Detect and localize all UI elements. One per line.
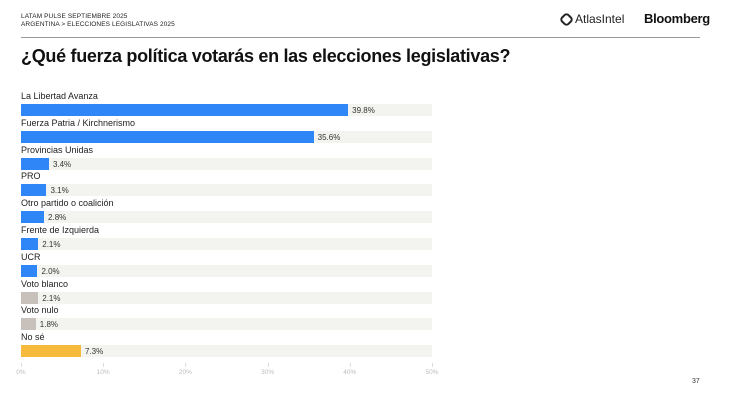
- value-label: 39.8%: [352, 106, 375, 115]
- category-label: No sé: [21, 332, 45, 343]
- tick-mark: [267, 363, 269, 367]
- value-label: 1.8%: [39, 320, 59, 330]
- category-label: Otro partido o coalición: [21, 198, 114, 209]
- bar: [21, 238, 39, 250]
- bar: [21, 345, 81, 358]
- bar-track: [21, 157, 432, 170]
- x-tick-label: 0%: [16, 369, 26, 376]
- bar-track: [21, 318, 432, 331]
- x-tick-label: 40%: [343, 369, 357, 376]
- category-label: Voto blanco: [21, 278, 69, 289]
- value-label: 7.3%: [85, 347, 104, 357]
- page-number: 37: [692, 378, 700, 385]
- header-breadcrumb: ARGENTINA > ELECCIONES LEGISLATIVAS 2025: [21, 21, 175, 28]
- bar: [21, 291, 39, 304]
- value-label: 2.1%: [42, 240, 61, 249]
- category-label: Frente de Izquierda: [21, 225, 100, 235]
- header-survey: LATAM PULSE SEPTIEMBRE 2025: [21, 13, 128, 20]
- bloomberg-logo: Bloomberg: [644, 11, 710, 26]
- bar: [21, 184, 47, 197]
- category-label: Provincias Unidas: [21, 144, 94, 155]
- header-divider: [21, 37, 700, 38]
- value-label: 35.6%: [317, 132, 341, 142]
- bar: [21, 264, 38, 277]
- category-label: UCR: [21, 251, 41, 262]
- category-label: Fuerza Patria / Kirchnerismo: [21, 117, 136, 128]
- x-tick-label: 10%: [96, 369, 110, 376]
- x-tick-label: 20%: [178, 369, 192, 376]
- category-label: La Libertad Avanza: [21, 91, 98, 101]
- bar: [21, 211, 45, 224]
- x-tick-label: 30%: [261, 369, 275, 376]
- atlasintel-logo-text: AtlasIntel: [575, 12, 625, 26]
- value-label: 3.1%: [50, 186, 69, 196]
- x-tick-label: 50%: [425, 369, 439, 376]
- bar: [21, 130, 314, 143]
- bar-track: [21, 264, 432, 277]
- tick-mark: [349, 363, 351, 367]
- bar: [21, 318, 36, 331]
- bar: [21, 157, 49, 170]
- bar-track: [21, 184, 432, 197]
- tick-mark: [103, 363, 105, 367]
- value-label: 3.4%: [52, 159, 72, 169]
- bar-track: [21, 291, 432, 304]
- bar: [21, 104, 349, 116]
- category-label: PRO: [21, 171, 41, 182]
- bar-track: [21, 238, 432, 250]
- bar-track: [21, 345, 432, 358]
- value-label: 2.0%: [41, 266, 60, 276]
- bar-track: [21, 211, 432, 224]
- chart-title: ¿Qué fuerza política votarás en las elec…: [21, 46, 511, 66]
- tick-mark: [21, 363, 22, 367]
- tick-mark: [185, 363, 187, 367]
- atlasintel-logo: AtlasIntel: [558, 11, 625, 27]
- tick-mark: [432, 363, 433, 367]
- category-label: Voto nulo: [21, 305, 59, 316]
- value-label: 2.1%: [42, 293, 61, 303]
- value-label: 2.8%: [48, 213, 67, 223]
